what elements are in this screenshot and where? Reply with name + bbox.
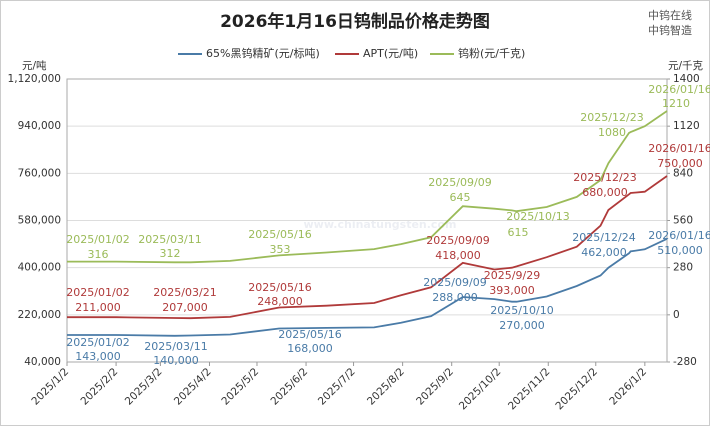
annotation: 316 [88, 248, 109, 261]
y-tick-label: 40,000 [24, 356, 61, 368]
annotation: 393,000 [489, 284, 535, 297]
annotation: 615 [508, 226, 529, 239]
annotation: 2025/03/11 [144, 340, 207, 353]
y2-tick-label: 560 [673, 215, 693, 227]
y-tick-label: 940,000 [18, 120, 61, 132]
brand: 中钨在线 [648, 8, 692, 22]
annotation: 510,000 [657, 244, 703, 257]
annotation: 2026/01/16 [648, 229, 710, 242]
series-line [67, 175, 668, 320]
y-tick-label: 580,000 [18, 215, 61, 227]
annotation: 2025/10/13 [506, 210, 569, 223]
y-tick-label: 220,000 [18, 309, 61, 321]
annotation: 2025/09/09 [426, 234, 489, 247]
y2-tick-label: -280 [673, 356, 697, 368]
annotation: 418,000 [435, 249, 481, 262]
annotation: 207,000 [162, 301, 208, 314]
annotation: 168,000 [287, 342, 333, 355]
annotation: 2025/10/10 [490, 304, 553, 317]
annotation: 2025/01/02 [66, 286, 129, 299]
y-unit: 元/吨 [22, 59, 47, 72]
series-line [67, 237, 668, 337]
annotation: 2025/01/02 [66, 233, 129, 246]
y2-tick-label: 280 [673, 262, 693, 274]
annotation: 2025/05/16 [278, 328, 341, 341]
annotation: 143,000 [75, 350, 121, 363]
y2-unit: 元/千克 [668, 60, 704, 72]
plot-border [66, 78, 668, 363]
legend-label: 钨粉(元/千克) [458, 47, 525, 60]
y2-tick-label: 0 [673, 309, 680, 321]
legend-label: APT(元/吨) [363, 47, 418, 60]
annotation: 1210 [662, 97, 690, 110]
annotation: 750,000 [657, 157, 703, 170]
y2-tick-label: 1400 [673, 73, 700, 85]
annotation: 2026/01/16 [648, 83, 710, 96]
brand: 中钨智造 [648, 23, 692, 37]
annotation: 2026/01/16 [648, 142, 710, 155]
watermark: www.chinatungsten.com [304, 218, 457, 231]
annotation: 312 [160, 247, 181, 260]
annotation: 645 [450, 191, 471, 204]
annotation: 353 [270, 243, 291, 256]
annotation: 2025/01/02 [66, 336, 129, 349]
annotation: 248,000 [257, 295, 303, 308]
y-tick-label: 760,000 [18, 167, 61, 179]
annotation: 2025/03/21 [153, 286, 216, 299]
annotation: 2025/09/09 [428, 176, 491, 189]
annotation: 2025/03/11 [138, 233, 201, 246]
y-tick-label: 400,000 [18, 262, 61, 274]
y2-tick-label: 1120 [673, 120, 700, 132]
series-line [67, 110, 668, 264]
y-tick-label: 1,120,000 [8, 73, 61, 85]
annotation: 2025/12/24 [572, 231, 635, 244]
annotation: 1080 [598, 126, 626, 139]
annotation: 140,000 [153, 354, 199, 367]
annotation: 270,000 [499, 319, 545, 332]
annotation: 2025/05/16 [248, 281, 311, 294]
annotation: 2025/09/09 [423, 276, 486, 289]
annotation: 2025/12/23 [573, 171, 636, 184]
annotation: 2025/12/23 [580, 111, 643, 124]
annotation: 288,000 [432, 291, 478, 304]
y2-tick-label: 840 [673, 167, 693, 179]
annotation: 2025/9/29 [484, 269, 540, 282]
legend-label: 65%黑钨精矿(元/标吨) [206, 46, 320, 60]
annotation: 211,000 [75, 301, 121, 314]
annotation: 2025/05/16 [248, 228, 311, 241]
annotation: 462,000 [581, 246, 627, 259]
chart-title: 2026年1月16日钨制品价格走势图 [220, 11, 490, 32]
annotation: 680,000 [582, 186, 628, 199]
